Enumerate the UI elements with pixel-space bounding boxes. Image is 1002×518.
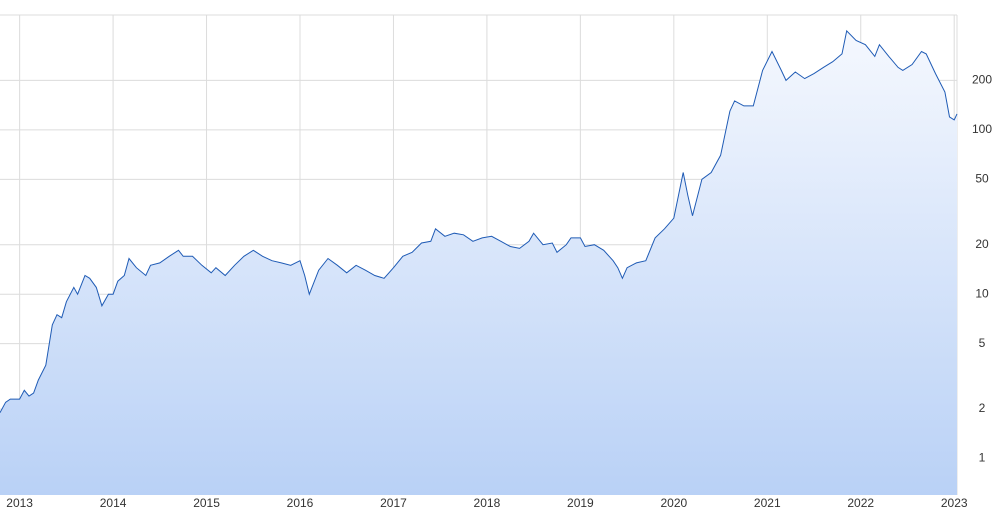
y-tick-label: 200: [972, 73, 992, 87]
y-tick-label: 50: [975, 172, 989, 186]
y-tick-label: 2: [979, 401, 986, 415]
y-tick-label: 1: [979, 451, 986, 465]
x-tick-label: 2022: [847, 496, 874, 510]
x-tick-label: 2016: [287, 496, 314, 510]
labels: 1 2 5 10 20 50 100 200 2013 2014 2015 2016 2017 2018 2…: [6, 73, 992, 511]
x-tick-label: 2018: [474, 496, 501, 510]
y-tick-label: 20: [975, 237, 989, 251]
x-tick-label: 2013: [6, 496, 33, 510]
price-line: [0, 29, 958, 413]
x-tick-label: 2014: [100, 496, 127, 510]
x-tick-label: 2015: [193, 496, 220, 510]
y-tick-label: 10: [975, 286, 989, 300]
x-tick-label: 2023: [941, 496, 968, 510]
x-tick-label: 2020: [660, 496, 687, 510]
area-fill: [0, 30, 957, 496]
x-tick-label: 2021: [754, 496, 781, 510]
y-tick-label: 5: [979, 336, 986, 350]
x-tick-label: 2019: [567, 496, 594, 510]
x-tick-label: 2017: [380, 496, 407, 510]
plot: [0, 29, 958, 496]
y-tick-label: 100: [972, 122, 992, 136]
